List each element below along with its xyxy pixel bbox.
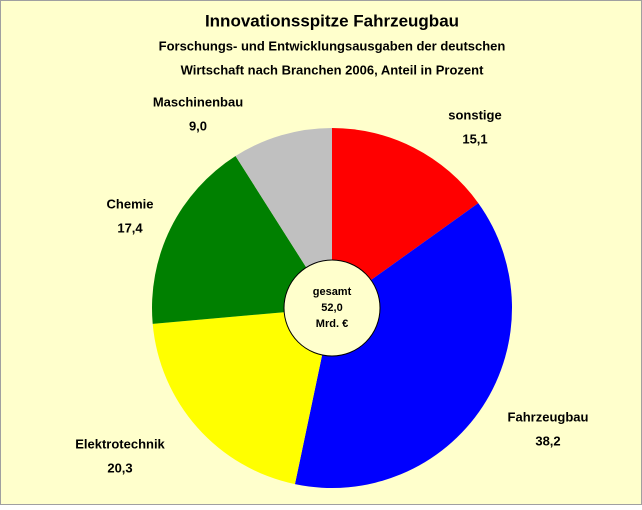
pie-slice [152, 156, 332, 324]
center-label: 52,0 [321, 302, 342, 314]
center-hole [283, 259, 381, 357]
slice-label: sonstige [448, 107, 501, 122]
slice-value-label: 17,4 [117, 220, 143, 235]
slice-value-label: 20,3 [107, 460, 132, 475]
slice-label: Fahrzeugbau [508, 409, 589, 424]
center-label: Mrd. € [316, 318, 348, 330]
chart-subtitle: Wirtschaft nach Branchen 2006, Anteil in… [181, 62, 484, 77]
pie-slice [294, 203, 512, 488]
chart-title: Innovationsspitze Fahrzeugbau [205, 11, 459, 30]
slice-label: Chemie [107, 196, 154, 211]
pie-slice [152, 308, 332, 485]
slice-label: Maschinenbau [153, 94, 243, 109]
chart-subtitle: Forschungs- und Entwicklungsausgaben der… [159, 38, 506, 53]
slice-value-label: 38,2 [535, 433, 560, 448]
slice-value-label: 9,0 [189, 118, 207, 133]
center-label: gesamt [313, 286, 352, 298]
pie-slice [332, 128, 479, 308]
slice-value-label: 15,1 [462, 131, 487, 146]
pie-slice [235, 128, 332, 308]
slice-label: Elektrotechnik [75, 436, 165, 451]
